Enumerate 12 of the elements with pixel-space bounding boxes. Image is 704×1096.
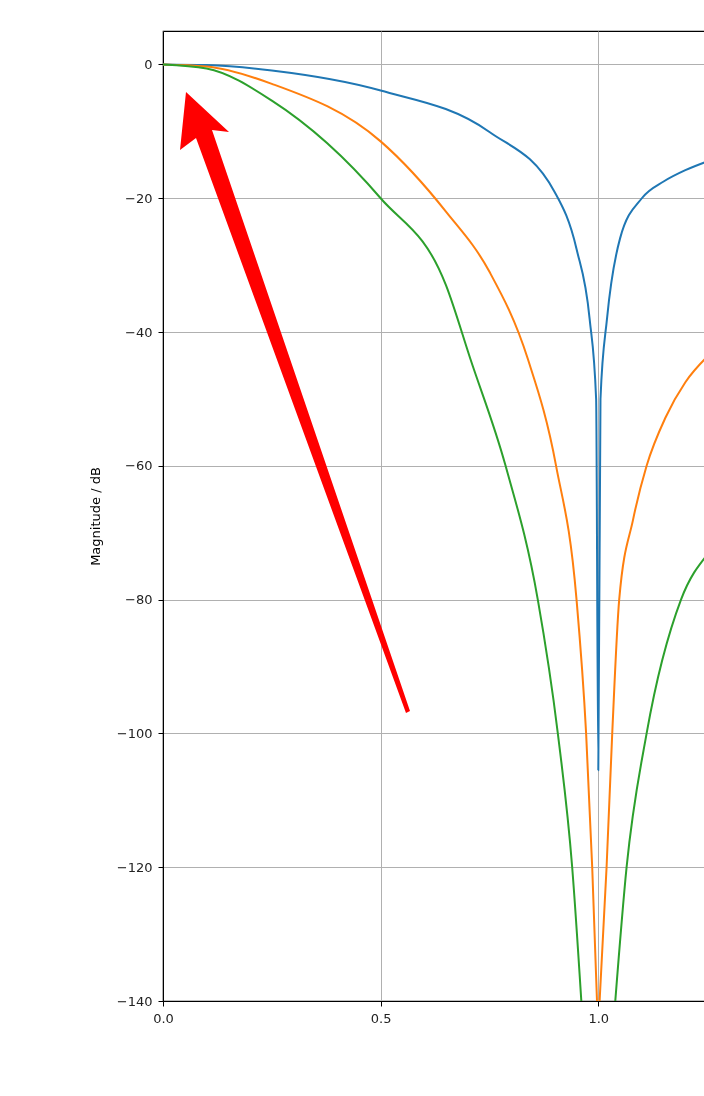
y-tick-label: −100 xyxy=(116,725,153,741)
y-tick-label: 0 xyxy=(144,56,153,72)
x-tick-label: 0.0 xyxy=(153,1010,174,1026)
x-tick-label: 0.5 xyxy=(370,1010,392,1026)
y-tick-label: −60 xyxy=(125,458,153,474)
y-tick-label: −80 xyxy=(125,592,153,608)
x-tick-label: 1.0 xyxy=(588,1010,610,1026)
y-tick-label: −120 xyxy=(116,859,153,875)
y-tick-label: −140 xyxy=(116,993,153,1009)
y-tick-label: −20 xyxy=(125,190,153,206)
y-axis-title: Magnitude / dB xyxy=(87,467,103,566)
y-tick-label: −40 xyxy=(125,324,153,340)
